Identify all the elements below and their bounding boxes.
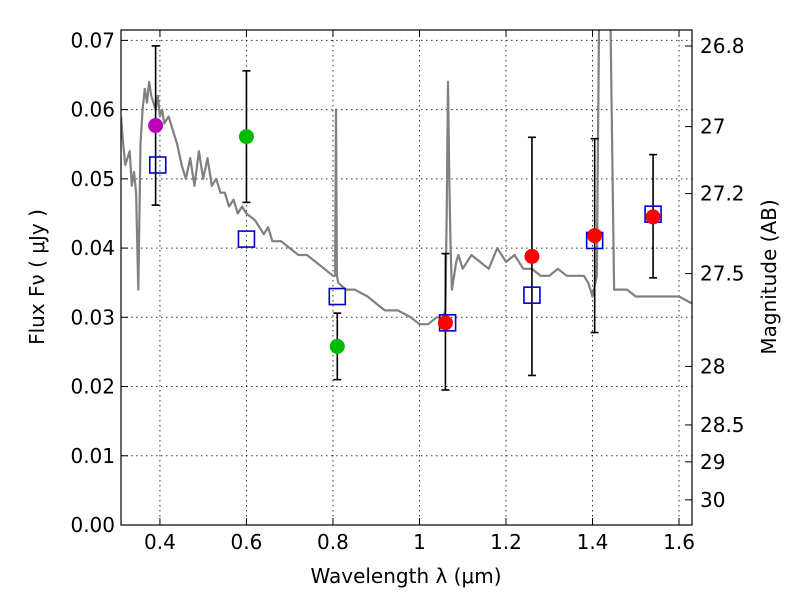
mag-tick-label: 29 <box>700 450 725 474</box>
y-tick-label: 0.05 <box>70 167 115 191</box>
y-tick-label: 0.02 <box>70 375 115 399</box>
observed-flux-point <box>437 315 453 331</box>
observed-photometry-layer <box>148 118 661 354</box>
observed-flux-point <box>148 118 164 134</box>
x-tick-label: 0.4 <box>144 530 176 554</box>
model-photometry-square <box>148 156 167 174</box>
model-sed-layer <box>121 30 692 326</box>
observed-flux-point <box>329 338 345 354</box>
observed-flux-point <box>645 209 661 225</box>
mag-tick-label: 30 <box>700 488 725 512</box>
mag-tick-label: 28.5 <box>700 413 745 437</box>
x-tick-label: 0.6 <box>231 530 263 554</box>
y-tick-label: 0.00 <box>70 513 115 537</box>
y-axis-title: Flux Fν ( μJy ) <box>25 209 49 345</box>
x-axis-ticks: 0.4 0.6 0.8 1 1.2 1.4 1.6 <box>144 30 695 554</box>
y-tick-label: 0.03 <box>70 305 115 329</box>
model-photometry-square <box>237 230 256 248</box>
mag-tick-label: 27.5 <box>700 262 745 286</box>
observed-flux-point <box>587 228 603 244</box>
model-sed-line <box>121 30 692 326</box>
mag-tick-label: 27.2 <box>700 182 745 206</box>
x-tick-label: 0.8 <box>317 530 349 554</box>
x-tick-label: 1.4 <box>577 530 609 554</box>
model-photometry-square <box>328 287 347 306</box>
x-tick-label: 1 <box>413 530 426 554</box>
plot-background <box>121 30 692 525</box>
y-tick-label: 0.01 <box>70 444 115 468</box>
magnitude-axis-ticks: 26.8 27 27.2 27.5 28 28.5 29 30 <box>685 34 745 512</box>
x-tick-label: 1.2 <box>490 530 522 554</box>
y-tick-label: 0.06 <box>70 98 115 122</box>
y2-axis-title: Magnitude (AB) <box>757 199 781 354</box>
y-tick-label: 0.07 <box>70 28 115 52</box>
observed-flux-point <box>238 129 254 145</box>
mag-tick-label: 26.8 <box>700 34 745 58</box>
x-tick-label: 1.6 <box>663 530 695 554</box>
mag-tick-label: 27 <box>700 115 725 139</box>
y-axis-ticks: 0.00 0.01 0.02 0.03 0.04 0.05 0.06 0.07 <box>70 28 128 537</box>
y-tick-label: 0.04 <box>70 236 115 260</box>
plot-frame <box>120 29 693 526</box>
mag-tick-label: 28 <box>700 354 725 378</box>
model-photometry-square <box>523 286 541 304</box>
x-axis-title: Wavelength λ (μm) <box>310 564 501 588</box>
observed-flux-point <box>524 248 540 264</box>
